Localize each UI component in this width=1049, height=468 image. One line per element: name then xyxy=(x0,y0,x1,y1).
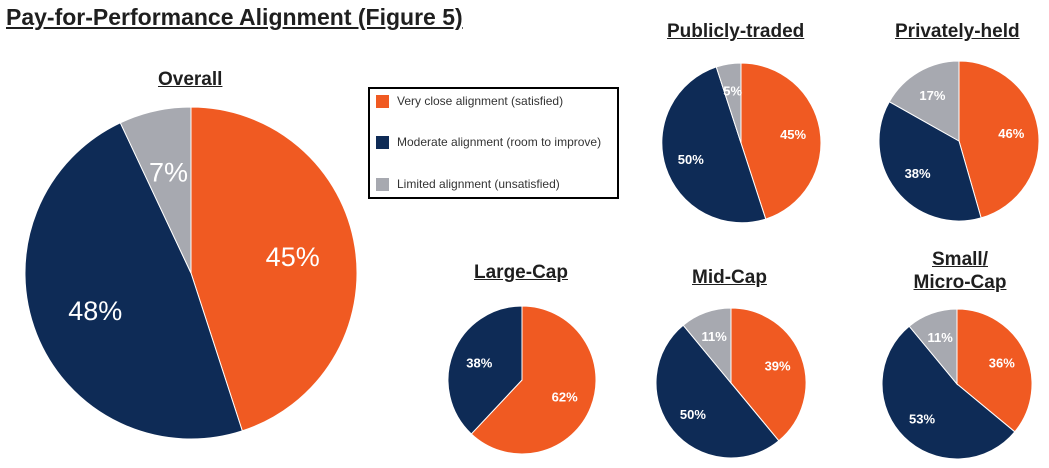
pie-data-label: 45% xyxy=(780,127,806,142)
legend: Very close alignment (satisfied) Moderat… xyxy=(368,87,619,199)
pie-slice-satisfied xyxy=(956,308,1033,433)
pie-data-label: 53% xyxy=(909,412,935,427)
pie-data-label: 45% xyxy=(266,242,320,272)
pie-slice-room-to-improve xyxy=(881,325,1016,460)
pie-slice-unsatisfied xyxy=(888,60,960,142)
pie-data-label: 11% xyxy=(702,329,728,344)
legend-swatch xyxy=(376,135,389,149)
legend-label: Moderate alignment (room to improve) xyxy=(397,135,602,149)
pie-slice-unsatisfied xyxy=(908,308,958,386)
pie-data-label: 50% xyxy=(680,407,706,422)
legend-label: Very close alignment (satisfied) xyxy=(397,94,564,108)
pie-data-label: 17% xyxy=(919,88,945,103)
pie-slice-room-to-improve xyxy=(24,122,243,440)
pie-slice-satisfied xyxy=(740,62,822,220)
pie-slice-satisfied xyxy=(958,60,1040,219)
chart-title-mid-cap: Mid-Cap xyxy=(692,267,767,288)
pie-data-label: 50% xyxy=(678,152,704,167)
pie-chart-2: 46% 38% 17% xyxy=(878,60,1040,222)
pie-slice-unsatisfied xyxy=(682,307,732,385)
pie-data-label: 46% xyxy=(998,126,1024,141)
chart-title-small-micro-cap: Small/ Micro-Cap xyxy=(905,248,1015,294)
legend-label: Limited alignment (unsatisfied) xyxy=(397,177,560,191)
pie-data-label: 11% xyxy=(928,330,954,345)
chart-title-overall: Overall xyxy=(158,69,223,90)
pie-chart-3: 62% 38% xyxy=(447,305,597,455)
pie-chart-5: 36% 53% 11% xyxy=(881,308,1033,460)
pie-slice-room-to-improve xyxy=(447,305,523,435)
legend-item-satisfied: Very close alignment (satisfied) xyxy=(376,92,563,110)
pie-slice-room-to-improve xyxy=(878,101,982,222)
pie-data-label: 5% xyxy=(723,83,742,98)
pie-slice-unsatisfied xyxy=(715,62,742,144)
legend-swatch xyxy=(376,177,389,191)
pie-data-label: 38% xyxy=(905,166,931,181)
page-title: Pay-for-Performance Alignment (Figure 5) xyxy=(6,4,463,30)
pie-chart-0: 45% 48% 7% xyxy=(24,106,358,440)
legend-item-unsatisfied: Limited alignment (unsatisfied) xyxy=(376,175,560,193)
pie-data-label: 39% xyxy=(765,359,791,374)
pie-slice-satisfied xyxy=(190,106,358,432)
chart-title-line: Small/ xyxy=(932,249,988,270)
pie-data-label: 7% xyxy=(149,158,188,188)
chart-title-large-cap: Large-Cap xyxy=(474,262,568,283)
legend-swatch xyxy=(376,94,389,108)
pie-data-label: 38% xyxy=(466,356,492,371)
legend-item-room-to-improve: Moderate alignment (room to improve) xyxy=(376,133,601,151)
pie-data-label: 48% xyxy=(68,296,122,326)
pie-slice-satisfied xyxy=(730,307,807,442)
pie-data-label: 62% xyxy=(552,389,578,404)
pie-slice-unsatisfied xyxy=(119,106,192,274)
pie-slice-room-to-improve xyxy=(655,324,780,459)
pie-data-label: 36% xyxy=(989,355,1015,370)
chart-title-privately-held: Privately-held xyxy=(895,21,1020,42)
pie-chart-1: 45% 50% 5% xyxy=(661,62,822,224)
pie-slice-room-to-improve xyxy=(661,66,767,224)
chart-title-line: Micro-Cap xyxy=(913,272,1007,293)
pie-chart-4: 39% 50% 11% xyxy=(655,307,807,459)
chart-title-publicly-traded: Publicly-traded xyxy=(667,21,805,42)
pie-slice-satisfied xyxy=(470,305,597,455)
